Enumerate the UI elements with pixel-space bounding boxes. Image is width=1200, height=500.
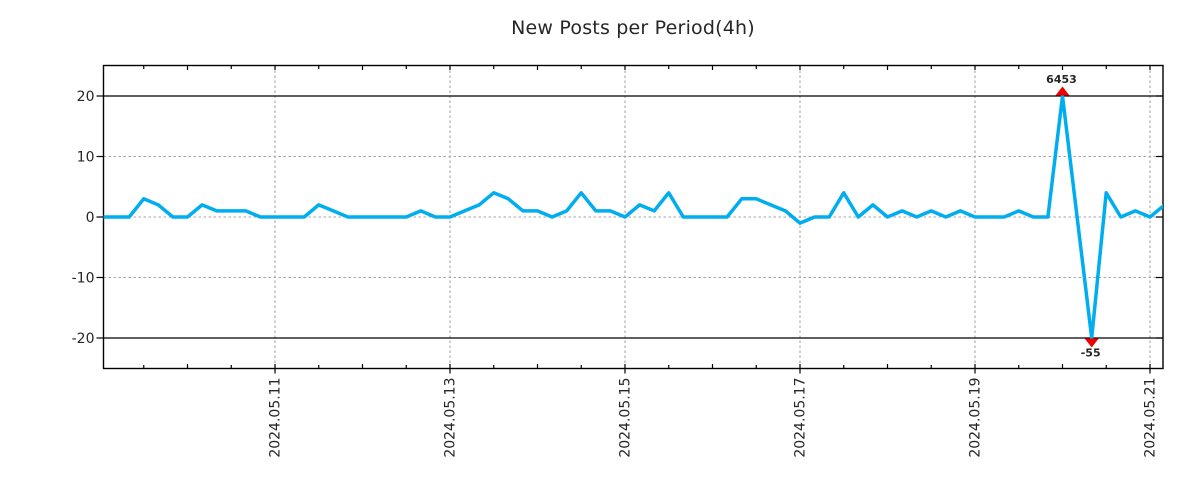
x-tick-label: 2024.05.13 (442, 378, 458, 458)
chart-title: New Posts per Period(4h) (511, 17, 755, 39)
x-tick-label: 2024.05.21 (1142, 378, 1158, 458)
y-tick-label: 0 (86, 210, 95, 226)
max-marker-caret-up-icon (1055, 86, 1070, 96)
x-tick-label: 2024.05.15 (617, 378, 633, 458)
min-marker-caret-down-icon (1084, 338, 1099, 348)
y-tick-label: -10 (72, 271, 95, 287)
y-tick-label: 20 (77, 89, 95, 105)
x-tick-label: 2024.05.17 (792, 378, 808, 458)
x-tick-label: 2024.05.19 (967, 378, 983, 458)
x-tick-label: 2024.05.11 (267, 378, 283, 458)
y-tick-label: 10 (77, 150, 95, 166)
max-value-annotation: 6453 (1046, 73, 1077, 86)
data-line (103, 94, 1163, 340)
min-value-annotation: -55 (1081, 347, 1101, 360)
y-tick-label: -20 (72, 331, 95, 347)
